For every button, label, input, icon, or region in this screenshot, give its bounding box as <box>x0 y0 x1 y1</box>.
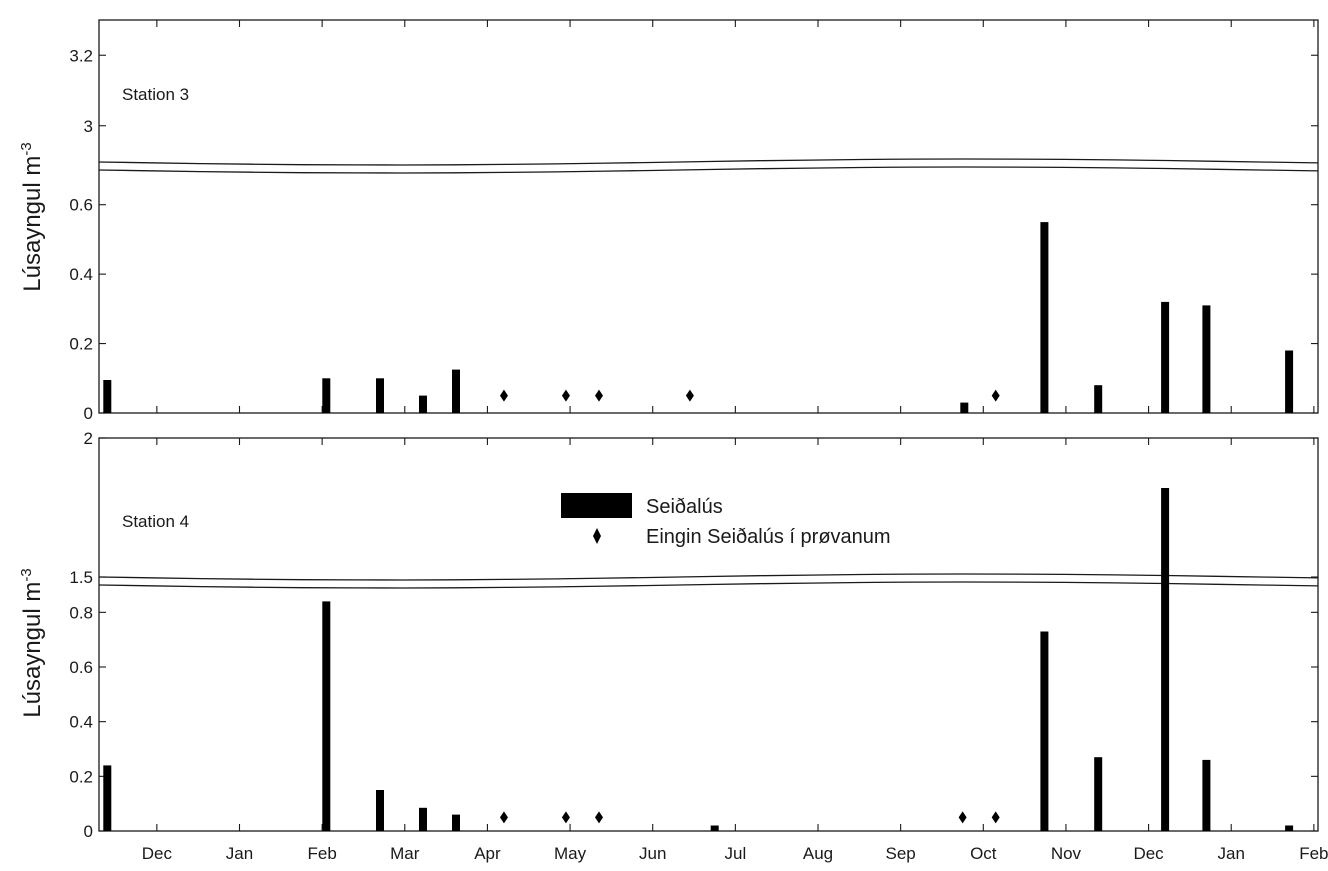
bar <box>452 369 460 413</box>
bar <box>960 402 969 413</box>
no-lice-marker <box>561 811 570 824</box>
bar <box>322 601 331 831</box>
y-tick-label: 0 <box>84 404 93 423</box>
x-tick-label: Aug <box>803 844 833 863</box>
bar <box>1161 301 1170 413</box>
bar <box>1202 305 1211 413</box>
x-tick-label: Sep <box>886 844 916 863</box>
y-tick-label: 0.8 <box>69 603 93 622</box>
bar <box>452 814 460 831</box>
no-lice-marker <box>499 389 508 402</box>
axis-break-line <box>98 573 1319 581</box>
bar <box>376 790 384 831</box>
x-tick-label: Nov <box>1051 844 1082 863</box>
no-lice-marker <box>958 811 967 824</box>
legend-marker-label: Eingin Seiðalús í prøvanum <box>646 526 891 548</box>
x-tick-label: Dec <box>142 844 173 863</box>
legend-bar-label: Seiðalús <box>646 496 723 518</box>
y-axis-label: Lúsayngul m-3 <box>18 568 46 717</box>
x-tick-label: Apr <box>474 844 501 863</box>
no-lice-marker <box>991 811 1000 824</box>
x-tick-label: Feb <box>1299 844 1328 863</box>
y-tick-label: 0.6 <box>69 196 93 215</box>
station-label: Station 4 <box>122 512 189 531</box>
bar <box>1285 350 1294 413</box>
no-lice-marker <box>594 389 603 402</box>
y-tick-label: 3.2 <box>69 46 93 65</box>
y-tick-label: 1.5 <box>69 568 93 587</box>
axis-break-line <box>98 581 1319 589</box>
bar <box>1040 222 1049 413</box>
axis-break-gap <box>100 574 1317 588</box>
bar <box>103 380 112 413</box>
bar <box>1161 488 1170 831</box>
bar <box>419 395 427 413</box>
y-tick-label: 0.6 <box>69 658 93 677</box>
axis-break-line <box>98 158 1319 166</box>
axis-break-gap <box>100 159 1317 173</box>
legend-diamond-marker <box>593 528 601 544</box>
x-tick-label: Jan <box>1218 844 1245 863</box>
legend: Seiðalús Eingin Seiðalús í prøvanum <box>561 493 891 548</box>
bar <box>710 825 719 831</box>
x-tick-label: Feb <box>307 844 336 863</box>
y-tick-label: 0.4 <box>69 265 93 284</box>
chart-panels: 0 0.2 0.4 0.6 3 3.2 Station 3 Lúsayngul m-3 Dec J… <box>18 19 1328 863</box>
y-axis-label: Lúsayngul m-3 <box>18 142 46 291</box>
panel-station-4: Dec Jan Feb Mar Apr May Jun Jul Aug Sep Oct Nov Dec J… <box>18 429 1328 863</box>
bar <box>103 765 112 831</box>
plot-frame <box>98 19 1319 414</box>
bar <box>419 807 427 831</box>
x-tick-label: May <box>554 844 587 863</box>
legend-bar-swatch <box>561 493 632 518</box>
bar <box>1202 759 1211 831</box>
no-lice-marker <box>594 811 603 824</box>
y-tick-label: 0.2 <box>69 335 93 354</box>
no-lice-marker <box>685 389 694 402</box>
y-tick-label: 0 <box>84 822 93 841</box>
y-tick-label: 3 <box>84 117 93 136</box>
bar <box>322 378 331 413</box>
y-tick-label: 0.2 <box>69 767 93 786</box>
y-tick-label: 0.4 <box>69 713 93 732</box>
bar <box>1094 385 1103 413</box>
x-tick-label: Jan <box>226 844 253 863</box>
y-tick-label: 2 <box>84 429 93 448</box>
x-tick-label: Jun <box>639 844 666 863</box>
station-label: Station 3 <box>122 85 189 104</box>
no-lice-marker <box>561 389 570 402</box>
panel-station-3: 0 0.2 0.4 0.6 3 3.2 Station 3 Lúsayngul m-3 <box>18 19 1319 423</box>
plot-frame <box>98 437 1319 832</box>
no-lice-marker <box>991 389 1000 402</box>
x-tick-label: Mar <box>390 844 420 863</box>
no-lice-marker <box>499 811 508 824</box>
axis-break-line <box>98 166 1319 174</box>
bar <box>1285 825 1294 831</box>
x-tick-label: Jul <box>724 844 746 863</box>
x-tick-label: Oct <box>970 844 997 863</box>
bar <box>1094 757 1103 831</box>
x-tick-label: Dec <box>1133 844 1164 863</box>
bar <box>1040 631 1049 831</box>
bar <box>376 378 384 413</box>
